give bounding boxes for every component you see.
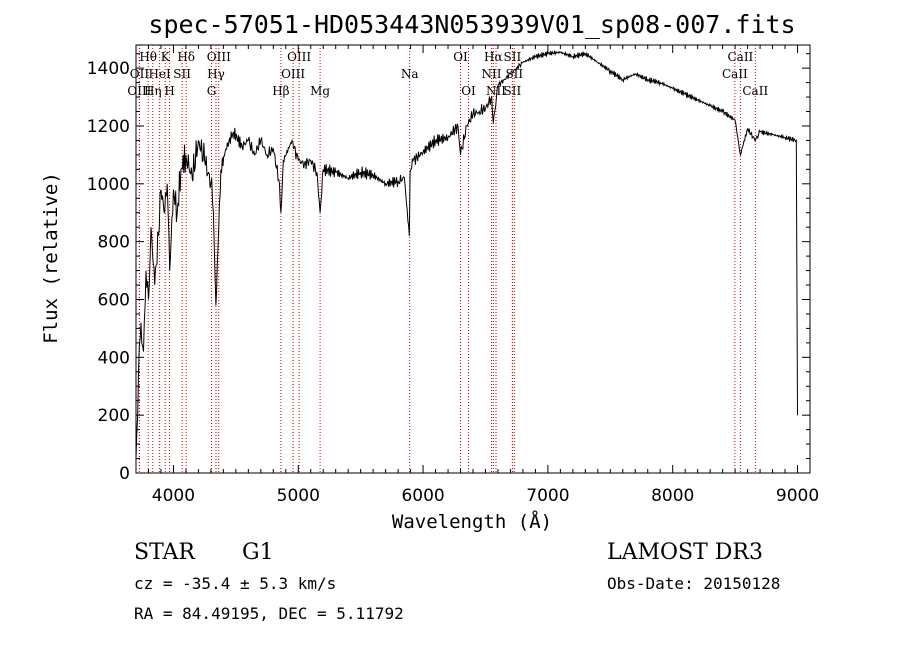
- marker-label: Hθ: [139, 50, 157, 64]
- x-axis-ticks: 4000 5000 6000 7000 8000 9000: [135, 45, 819, 506]
- marker-label: Hη: [144, 84, 162, 98]
- line-marker-labels: Hθ OII OIII K HeI Hη SII H Hδ OIII Hγ G Hβ OIII OIII Mg…: [127, 50, 768, 98]
- marker-label: CaII: [742, 84, 768, 98]
- marker-label: OI: [453, 50, 468, 64]
- marker-label: OIII: [207, 50, 231, 64]
- marker-label: G: [207, 84, 217, 98]
- y-tick-label: 0: [119, 464, 130, 484]
- marker-label: HeI: [148, 67, 171, 81]
- marker-label: SII: [504, 50, 522, 64]
- marker-label: OIII: [281, 67, 305, 81]
- survey-name: LAMOST DR3: [607, 540, 763, 565]
- x-tick-label: 5000: [277, 486, 320, 506]
- marker-label: Hα: [484, 50, 503, 64]
- marker-label: Na: [401, 67, 419, 81]
- y-tick-label: 1000: [87, 175, 130, 195]
- marker-label: OIII: [287, 50, 311, 64]
- chart-title: spec-57051-HD053443N053939V01_sp08-007.f…: [148, 10, 795, 39]
- y-tick-label: 1200: [87, 117, 130, 137]
- marker-label: SII: [504, 84, 522, 98]
- marker-label: K: [161, 50, 171, 64]
- object-subclass: G1: [242, 540, 274, 565]
- marker-label: Mg: [310, 84, 330, 98]
- y-axis-label: Flux (relative): [40, 172, 62, 344]
- obs-date: Obs-Date: 20150128: [607, 574, 780, 593]
- y-tick-label: 200: [98, 406, 130, 426]
- y-tick-label: 800: [98, 233, 130, 253]
- marker-label: SII: [173, 67, 191, 81]
- y-tick-label: 400: [98, 348, 130, 368]
- plot-frame: [135, 44, 811, 474]
- marker-label: SII: [505, 67, 523, 81]
- x-tick-label: 4000: [152, 486, 195, 506]
- object-class: STAR: [134, 540, 196, 565]
- marker-label: Hδ: [177, 50, 195, 64]
- spectrum-line: [135, 49, 798, 459]
- plot-area: Hθ OII OIII K HeI Hη SII H Hδ OIII Hγ G Hβ OIII OIII Mg…: [87, 44, 819, 506]
- x-tick-label: 6000: [401, 486, 444, 506]
- coordinates: RA = 84.49195, DEC = 5.11792: [134, 604, 404, 623]
- marker-label: OIII: [127, 84, 151, 98]
- marker-label: NII: [482, 67, 502, 81]
- marker-label: Hβ: [272, 84, 289, 98]
- x-tick-label: 7000: [526, 486, 569, 506]
- marker-label: OII: [130, 67, 150, 81]
- y-axis-ticks: 0 200 400 600 800 1000 1200 1400: [87, 53, 810, 484]
- y-tick-label: 600: [98, 290, 130, 310]
- y-tick-label: 1400: [87, 59, 130, 79]
- marker-label: H: [164, 84, 174, 98]
- marker-label: NII: [486, 84, 506, 98]
- marker-label: OI: [461, 84, 476, 98]
- marker-label: CaII: [722, 67, 748, 81]
- marker-label: CaII: [727, 50, 753, 64]
- marker-label: Hγ: [207, 67, 225, 81]
- x-axis-label: Wavelength (Å): [392, 510, 552, 533]
- line-markers: [138, 45, 756, 473]
- x-tick-label: 9000: [776, 486, 819, 506]
- x-tick-label: 8000: [651, 486, 694, 506]
- redshift-cz: cz = -35.4 ± 5.3 km/s: [134, 574, 336, 593]
